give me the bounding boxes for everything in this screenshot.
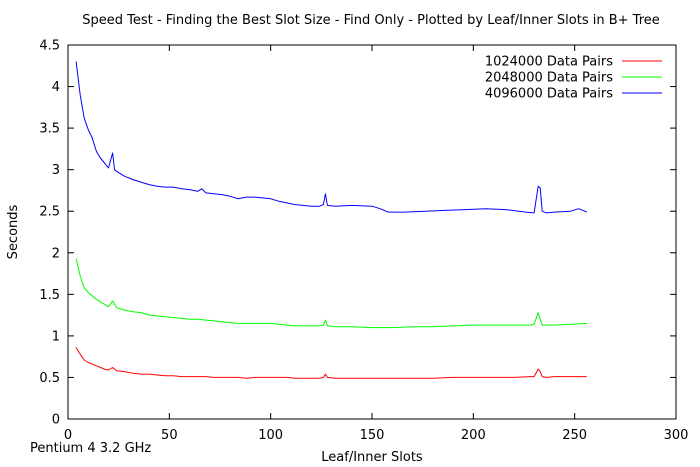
x-tick-label: 100: [258, 428, 283, 443]
series-lines: [75, 61, 587, 379]
footnote-cpu: Pentium 4 3.2 GHz: [30, 441, 152, 456]
series-line-3: [75, 61, 587, 214]
y-tick-label: 2: [52, 246, 60, 261]
y-tick-label: 1.5: [39, 288, 60, 303]
y-axis-label: Seconds: [6, 204, 21, 259]
y-tick-label: 4.5: [39, 39, 60, 54]
y-tick-label: 4: [52, 80, 60, 95]
y-axis: 0 0.5 1 1.5 2 2.5 3 3.5 4 4.5: [39, 39, 676, 428]
x-axis-label: Leaf/Inner Slots: [321, 450, 423, 465]
series-line-2: [75, 258, 587, 329]
y-tick-label: 1: [52, 329, 60, 344]
legend-label-3: 4096000 Data Pairs: [485, 87, 613, 102]
x-tick-label: 200: [461, 428, 486, 443]
legend-label-1: 1024000 Data Pairs: [485, 55, 613, 70]
x-axis: 0 50 100 150 200 250 300: [64, 45, 689, 443]
legend-label-2: 2048000 Data Pairs: [485, 71, 613, 86]
x-tick-label: 0: [64, 428, 72, 443]
x-tick-label: 300: [664, 428, 689, 443]
x-tick-label: 50: [161, 428, 178, 443]
y-tick-label: 0: [52, 413, 60, 428]
series-line-1: [75, 347, 587, 379]
x-tick-label: 250: [562, 428, 587, 443]
y-tick-label: 3.5: [39, 122, 60, 137]
y-tick-label: 0.5: [39, 371, 60, 386]
y-tick-label: 2.5: [39, 205, 60, 220]
y-tick-label: 3: [52, 163, 60, 178]
x-tick-label: 150: [360, 428, 385, 443]
chart-title: Speed Test - Finding the Best Slot Size …: [82, 13, 660, 28]
